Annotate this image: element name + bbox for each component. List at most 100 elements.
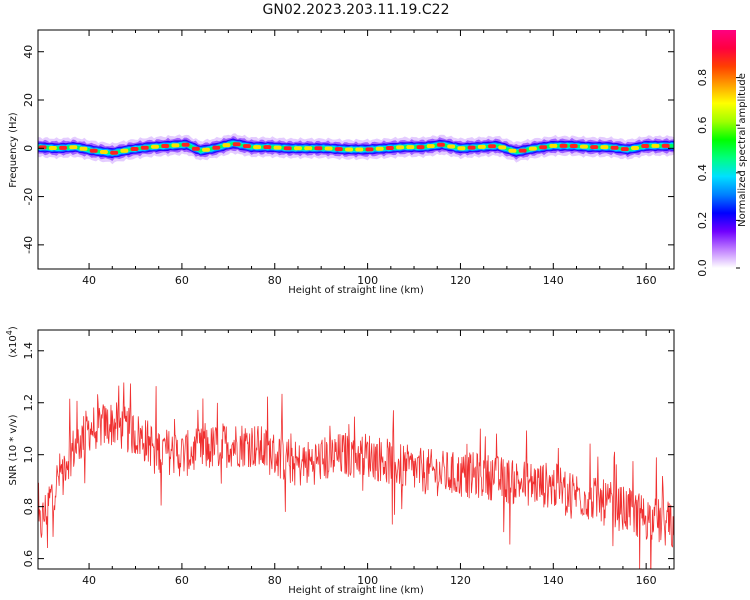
spectrogram-peak [283,146,292,151]
spectrogram-peak [590,145,599,150]
spectrogram-peak [59,145,68,150]
spectrogram-peak [222,143,231,148]
spectrogram-peak [365,147,374,152]
spectrogram-peak [631,146,640,151]
spectrogram-peak [549,143,558,148]
snr-y-scale: (x104) [5,326,19,358]
spectrogram-peak [375,146,384,151]
x-tick-label: 120 [450,574,471,587]
spectrogram-peak [620,147,629,152]
x-tick-label: 140 [543,574,564,587]
colorbar: 0.0 0.2 0.4 0.6 0.8 Normalized spectral ampl… [696,30,748,277]
chart-title: GN02.2023.203.11.19.C22 [263,2,450,18]
spectrogram-peak [263,145,272,150]
spectrogram-peak [447,144,456,149]
spectrogram-peak [579,144,588,149]
colorbar-tick-label: 0.4 [696,164,709,182]
snr-tick-label: 1.0 [22,446,35,464]
spectrogram-ridge [38,133,674,165]
x-tick-label: 160 [636,574,657,587]
colorbar-tick-label: 0.6 [696,116,709,134]
x-tick-label: 80 [268,274,282,287]
spectrogram-frame [37,29,675,270]
spectrogram-peak [406,145,415,150]
colorbar-ticks: 0.0 0.2 0.4 0.6 0.8 [696,69,740,277]
x-tick-label: 60 [175,574,189,587]
snr-tick-label: 1.2 [22,394,35,412]
spectrogram-peak [396,145,405,150]
spectrogram-peak [477,144,486,149]
snr-x-label: Height of straight line (km) [288,585,424,596]
spectrogram-peak [202,147,211,152]
spectrogram-peak [508,148,517,153]
spectrogram-axes: 40 60 80 100 120 140 160 -40 -20 0 20 40 [22,30,674,287]
spectrogram-peak [253,145,262,150]
colorbar-tick-label: 0.2 [696,212,709,230]
spectrogram-peak [426,144,435,149]
spectrogram-peak [345,147,354,152]
spectrogram-peak [651,143,660,148]
spectrogram-peak [110,150,119,155]
spectrogram-peak [212,145,221,150]
frequency-tick-label: -20 [22,188,35,206]
snr-panel: 40 60 80 100 120 140 160 0.6 0.8 1.0 1.2 1.4 Height… [5,326,675,596]
colorbar-label: Normalized spectral amplitude [737,73,748,227]
x-tick-label: 140 [543,274,564,287]
x-tick-label: 100 [357,274,378,287]
spectrogram-peak [569,143,578,148]
spectrogram-peak [130,147,139,152]
colorbar-tick-label: 0.8 [696,69,709,87]
spectrogram-peak [539,145,548,150]
x-tick-label: 40 [82,274,96,287]
spectrogram-peak [518,148,527,153]
x-tick-label: 80 [268,574,282,587]
spectrogram-peak [48,146,57,151]
x-tick-label: 120 [450,274,471,287]
spectrogram-y-label: Frequency (Hz) [8,112,19,188]
snr-y-scale-base: (x10 [8,335,19,358]
spectrogram-peak [314,146,323,151]
spectrogram-peak [559,143,568,148]
frequency-tick-label: 0 [22,145,35,152]
spectrogram-peak [99,150,108,155]
snr-tick-label: 1.4 [22,342,35,360]
snr-tick-label: 0.8 [22,498,35,516]
spectrogram-peak [661,143,670,148]
spectrogram-peak [416,145,425,150]
x-tick-label: 60 [175,274,189,287]
spectrogram-peak [161,144,170,149]
spectrogram-peak [140,145,149,150]
frequency-tick-label: 20 [22,93,35,107]
spectrogram-peak [242,144,251,149]
spectrogram-peak [150,144,159,149]
spectrogram-peak [304,146,313,151]
spectrogram-peak [334,147,343,152]
spectrogram-peak [79,146,88,151]
spectrogram-peak [181,142,190,147]
snr-y-scale-exp: 4 [5,330,14,335]
spectrogram-peak [610,145,619,150]
spectrogram-peak [232,142,241,147]
spectrogram-peak [457,146,466,151]
spectrogram-peak [191,146,200,151]
spectrogram-panel: 40 60 80 100 120 140 160 -40 -20 0 20 40 Height of … [8,29,675,296]
x-tick-label: 40 [82,574,96,587]
colorbar-tick-label: 0.0 [696,259,709,277]
spectrogram-peak [528,146,537,151]
spectrogram-peak [498,145,507,150]
snr-tick-label: 0.6 [22,550,35,568]
snr-plot-area [38,330,674,569]
spectrogram-peak [324,146,333,151]
snr-line-group [38,382,674,569]
spectrogram-peak [273,145,282,150]
x-tick-label: 100 [357,574,378,587]
spectrogram-peak [385,146,394,151]
spectrogram-x-label: Height of straight line (km) [288,285,424,296]
frequency-tick-label: -40 [22,236,35,254]
spectrogram-peak [467,145,476,150]
spectrogram-peak [69,145,78,150]
spectrogram-peak [89,148,98,153]
spectrogram-peak [120,148,129,153]
spectrogram-peak [293,146,302,151]
